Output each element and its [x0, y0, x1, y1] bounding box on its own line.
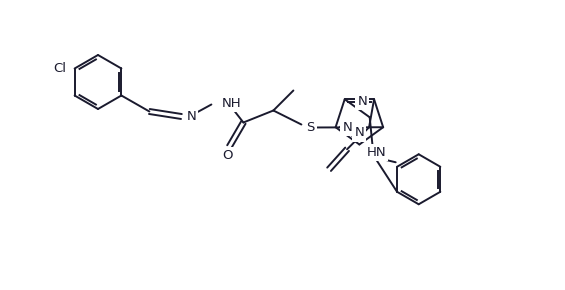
Text: N: N [342, 121, 353, 134]
Text: O: O [222, 149, 233, 162]
Text: N: N [186, 110, 196, 123]
Text: N: N [354, 126, 364, 139]
Text: S: S [306, 121, 315, 134]
Text: HN: HN [367, 146, 386, 159]
Text: NH: NH [221, 97, 241, 110]
Text: Cl: Cl [54, 62, 67, 75]
Text: N: N [357, 95, 367, 108]
